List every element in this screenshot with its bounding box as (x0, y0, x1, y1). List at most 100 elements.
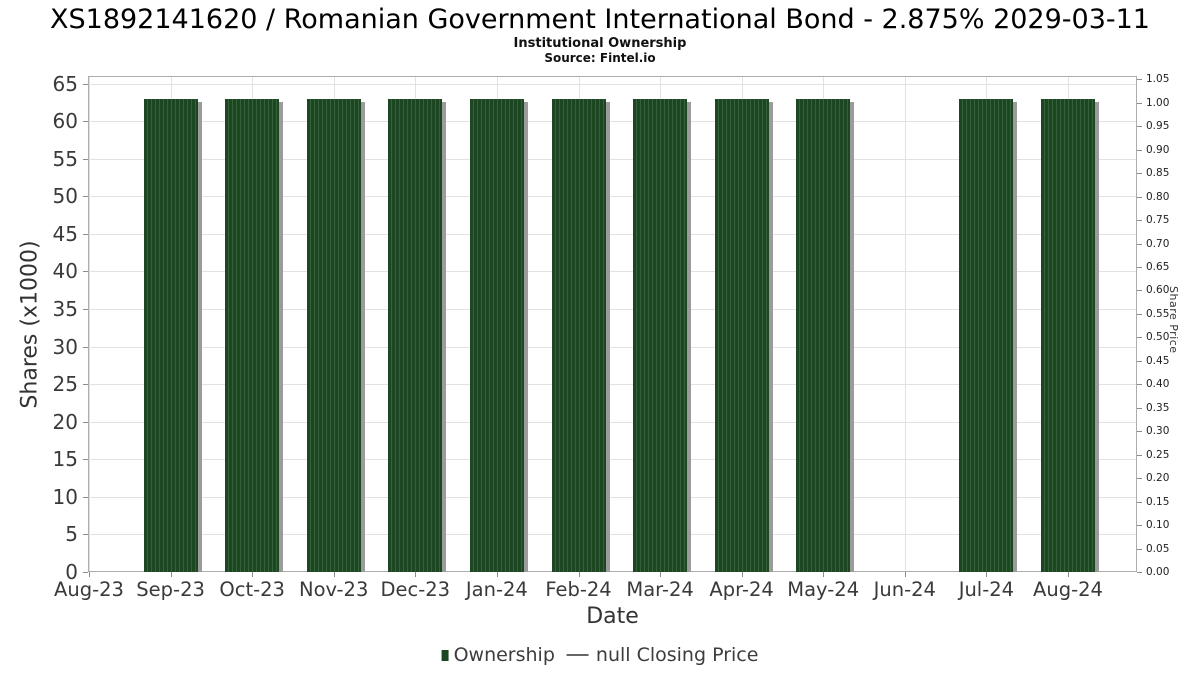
y-axis-tick-right (1137, 126, 1142, 128)
y-axis-tick-label-right: 0.30 (1146, 425, 1170, 438)
y-axis-tick-left (83, 121, 88, 123)
ownership-bar (225, 98, 280, 572)
y-axis-tick-label-left: 15 (52, 447, 78, 472)
legend: Ownership null Closing Price (441, 644, 759, 666)
y-axis-tick-label-right: 0.20 (1146, 472, 1170, 485)
x-axis-tick (252, 572, 254, 577)
y-axis-tick-right (1137, 572, 1142, 573)
y-axis-tick-label-left: 25 (52, 372, 78, 397)
gridline-horizontal (89, 233, 1136, 235)
gridline-horizontal (89, 121, 1136, 123)
y-axis-tick-label-left: 65 (52, 71, 78, 96)
y-axis-tick-right (1137, 525, 1142, 527)
y-axis-tick-label-left: 55 (52, 146, 78, 171)
y-axis-tick-left (83, 534, 88, 536)
y-axis-tick-right (1137, 220, 1142, 222)
y-axis-tick-right (1137, 337, 1142, 339)
ownership-bar (633, 98, 688, 572)
x-axis-tick (415, 572, 417, 577)
gridline-vertical (904, 77, 906, 571)
gridline-horizontal (89, 346, 1136, 348)
y-axis-tick-label-right: 0.60 (1146, 284, 1170, 297)
chart-title: XS1892141620 / Romanian Government Inter… (50, 4, 1150, 35)
y-axis-tick-right (1137, 478, 1142, 480)
x-axis-tick-label: Aug-24 (1033, 578, 1103, 601)
y-axis-tick-label-left: 10 (52, 484, 78, 509)
y-axis-tick-left (83, 309, 88, 310)
y-axis-tick-label-right: 0.40 (1146, 378, 1170, 391)
y-axis-tick-label-right: 0.80 (1146, 190, 1170, 203)
gridline-horizontal (89, 421, 1136, 423)
y-axis-tick-left (83, 271, 88, 273)
y-axis-tick-label-left: 5 (65, 522, 78, 547)
x-axis-tick (660, 572, 662, 577)
x-axis-tick-label: Oct-23 (219, 578, 285, 601)
ownership-bar (143, 98, 198, 572)
gridline-horizontal (89, 384, 1136, 386)
x-axis-tick-label: Jan-24 (465, 578, 528, 601)
y-axis-tick-label-left: 0 (65, 560, 78, 584)
y-axis-tick-label-left: 30 (52, 334, 78, 359)
y-axis-tick-right (1137, 548, 1142, 550)
y-axis-tick-label-right: 1.05 (1146, 73, 1170, 86)
y-axis-tick-label-left: 40 (52, 259, 78, 284)
x-axis-tick (741, 572, 743, 577)
gridline-horizontal (89, 83, 1136, 85)
x-axis-tick-label: Jul-24 (958, 578, 1015, 601)
ownership-bar (796, 98, 851, 572)
y-axis-tick-left (83, 572, 88, 573)
gridline-horizontal (89, 459, 1136, 461)
y-axis-tick-label-left: 60 (52, 109, 78, 134)
y-axis-tick-left (83, 196, 88, 198)
ownership-bar (469, 98, 524, 572)
bar-shadow (523, 101, 528, 572)
y-axis-tick-right (1137, 196, 1142, 198)
bar-shadow (605, 101, 610, 572)
ownership-bar (388, 98, 443, 572)
x-axis-tick-label: May-24 (787, 578, 860, 601)
y-axis-tick-label-right: 0.90 (1146, 143, 1170, 156)
bar-shadow (1013, 101, 1018, 572)
closing-price-legend-label: null Closing Price (595, 644, 759, 666)
y-axis-tick-right (1137, 431, 1142, 433)
y-axis-tick-label-right: 0.55 (1146, 307, 1170, 320)
bar-shadow (279, 101, 284, 572)
y-axis-label-right: Share Price (1167, 286, 1180, 354)
x-axis-tick (170, 572, 172, 577)
x-axis-tick-label: Nov-23 (298, 578, 369, 601)
bar-shadow (360, 101, 365, 572)
y-axis-tick-left (83, 233, 88, 235)
y-axis-tick-label-right: 0.10 (1146, 519, 1170, 532)
y-axis-tick-label-right: 0.15 (1146, 495, 1170, 508)
x-axis-tick (89, 572, 90, 577)
bar-shadow (442, 101, 447, 572)
gridline-horizontal (89, 534, 1136, 536)
x-axis-tick (1068, 572, 1069, 577)
y-axis-tick-left (83, 346, 88, 348)
chart-subtitle: Institutional Ownership (513, 36, 687, 51)
bar-shadow (768, 101, 773, 572)
y-axis-tick-label-left: 50 (52, 184, 78, 209)
y-axis-tick-label-right: 0.70 (1146, 237, 1170, 250)
y-axis-tick-label-right: 1.00 (1146, 96, 1170, 109)
x-axis-tick-label: Feb-24 (545, 578, 612, 601)
chart-source: Source: Fintel.io (544, 51, 656, 65)
x-axis-tick-label: Dec-23 (380, 578, 451, 601)
gridline-horizontal (89, 158, 1136, 160)
y-axis-tick-left (83, 421, 88, 423)
x-axis-tick-label: Mar-24 (626, 578, 694, 601)
y-axis-tick-left (83, 384, 88, 386)
y-axis-tick-left (83, 158, 88, 160)
y-axis-tick-label-left: 45 (52, 221, 78, 246)
x-axis-tick-label: Aug-23 (54, 578, 124, 601)
x-axis-tick (496, 572, 498, 577)
x-axis-tick (904, 572, 906, 577)
y-axis-tick-label-right: 0.25 (1146, 448, 1170, 461)
y-axis-tick-label-right: 0.00 (1146, 566, 1170, 578)
x-axis-tick (823, 572, 825, 577)
y-axis-tick-right (1137, 313, 1142, 315)
y-axis-tick-right (1137, 384, 1142, 386)
x-axis-tick-label: Apr-24 (709, 578, 774, 601)
y-axis-tick-label-left: 20 (52, 409, 78, 434)
y-axis-tick-left (83, 496, 88, 498)
